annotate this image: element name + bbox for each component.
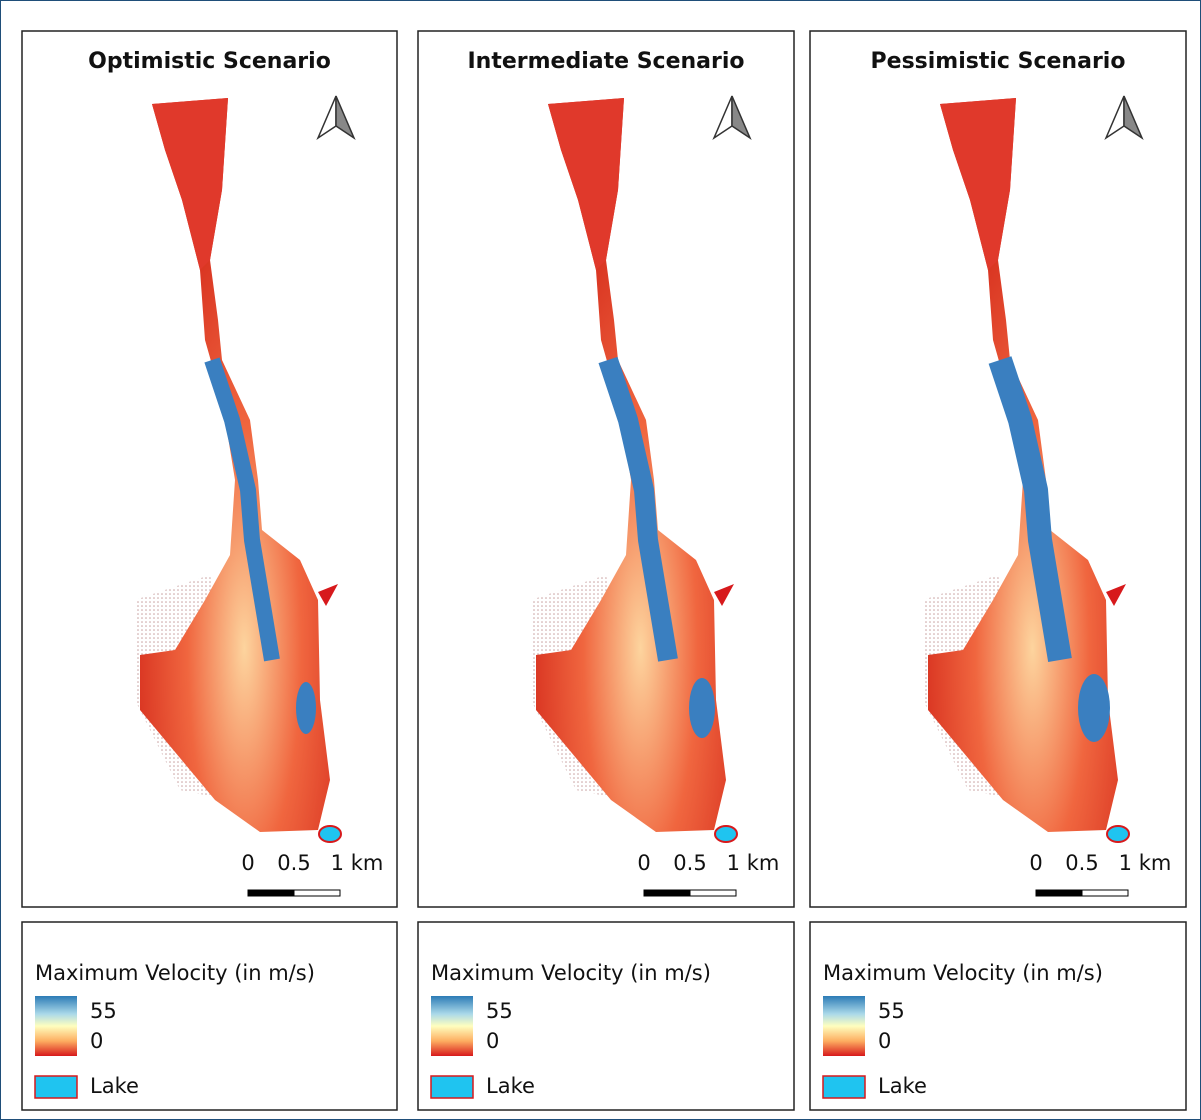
legend-frame	[418, 922, 794, 1110]
scale-label: 0.5	[673, 851, 706, 875]
fast-pool	[1078, 674, 1110, 742]
fast-pool	[296, 682, 316, 734]
legend-min: 0	[486, 1029, 499, 1053]
scale-label: 1 km	[331, 851, 384, 875]
lake	[1107, 826, 1129, 842]
legend-max: 55	[90, 999, 117, 1023]
legend-lake: Lake	[90, 1074, 139, 1098]
scale-bar	[690, 890, 736, 896]
lake	[319, 826, 341, 842]
panel: Optimistic Scenario 0 0.5 1 km Maximum Veloc…	[22, 31, 397, 1110]
scale-bar	[1082, 890, 1128, 896]
legend-min: 0	[878, 1029, 891, 1053]
legend-frame	[810, 922, 1186, 1110]
legend-lake-swatch	[35, 1076, 77, 1098]
panel: Intermediate Scenario 0 0.5 1 km Maximum Vel…	[418, 31, 794, 1110]
legend-lake: Lake	[486, 1074, 535, 1098]
legend-lake-swatch	[823, 1076, 865, 1098]
legend-ramp	[431, 996, 473, 1056]
legend-max: 55	[486, 999, 513, 1023]
scale-label: 0	[1029, 851, 1042, 875]
legend-frame	[22, 922, 397, 1110]
lake	[715, 826, 737, 842]
legend-title: Maximum Velocity (in m/s)	[823, 961, 1103, 985]
legend-max: 55	[878, 999, 905, 1023]
legend-ramp	[35, 996, 77, 1056]
scale-label: 0	[241, 851, 254, 875]
scale-bar	[644, 890, 690, 896]
panel: Pessimistic Scenario 0 0.5 1 km Maximum Velo…	[810, 31, 1186, 1110]
scale-label: 1 km	[1119, 851, 1172, 875]
legend-min: 0	[90, 1029, 103, 1053]
fast-pool	[689, 678, 715, 738]
legend-title: Maximum Velocity (in m/s)	[35, 961, 315, 985]
scale-label: 1 km	[727, 851, 780, 875]
legend-lake: Lake	[878, 1074, 927, 1098]
panel-title: Intermediate Scenario	[467, 49, 744, 74]
legend-ramp	[823, 996, 865, 1056]
scale-bar	[1036, 890, 1082, 896]
scale-label: 0	[637, 851, 650, 875]
scale-bar	[294, 890, 340, 896]
scale-bar	[248, 890, 294, 896]
panel-title: Optimistic Scenario	[88, 49, 331, 74]
scale-label: 0.5	[277, 851, 310, 875]
legend-lake-swatch	[431, 1076, 473, 1098]
legend-title: Maximum Velocity (in m/s)	[431, 961, 711, 985]
scale-label: 0.5	[1065, 851, 1098, 875]
figure: Optimistic Scenario 0 0.5 1 km Maximum Veloc…	[0, 0, 1201, 1120]
panel-title: Pessimistic Scenario	[871, 49, 1126, 74]
